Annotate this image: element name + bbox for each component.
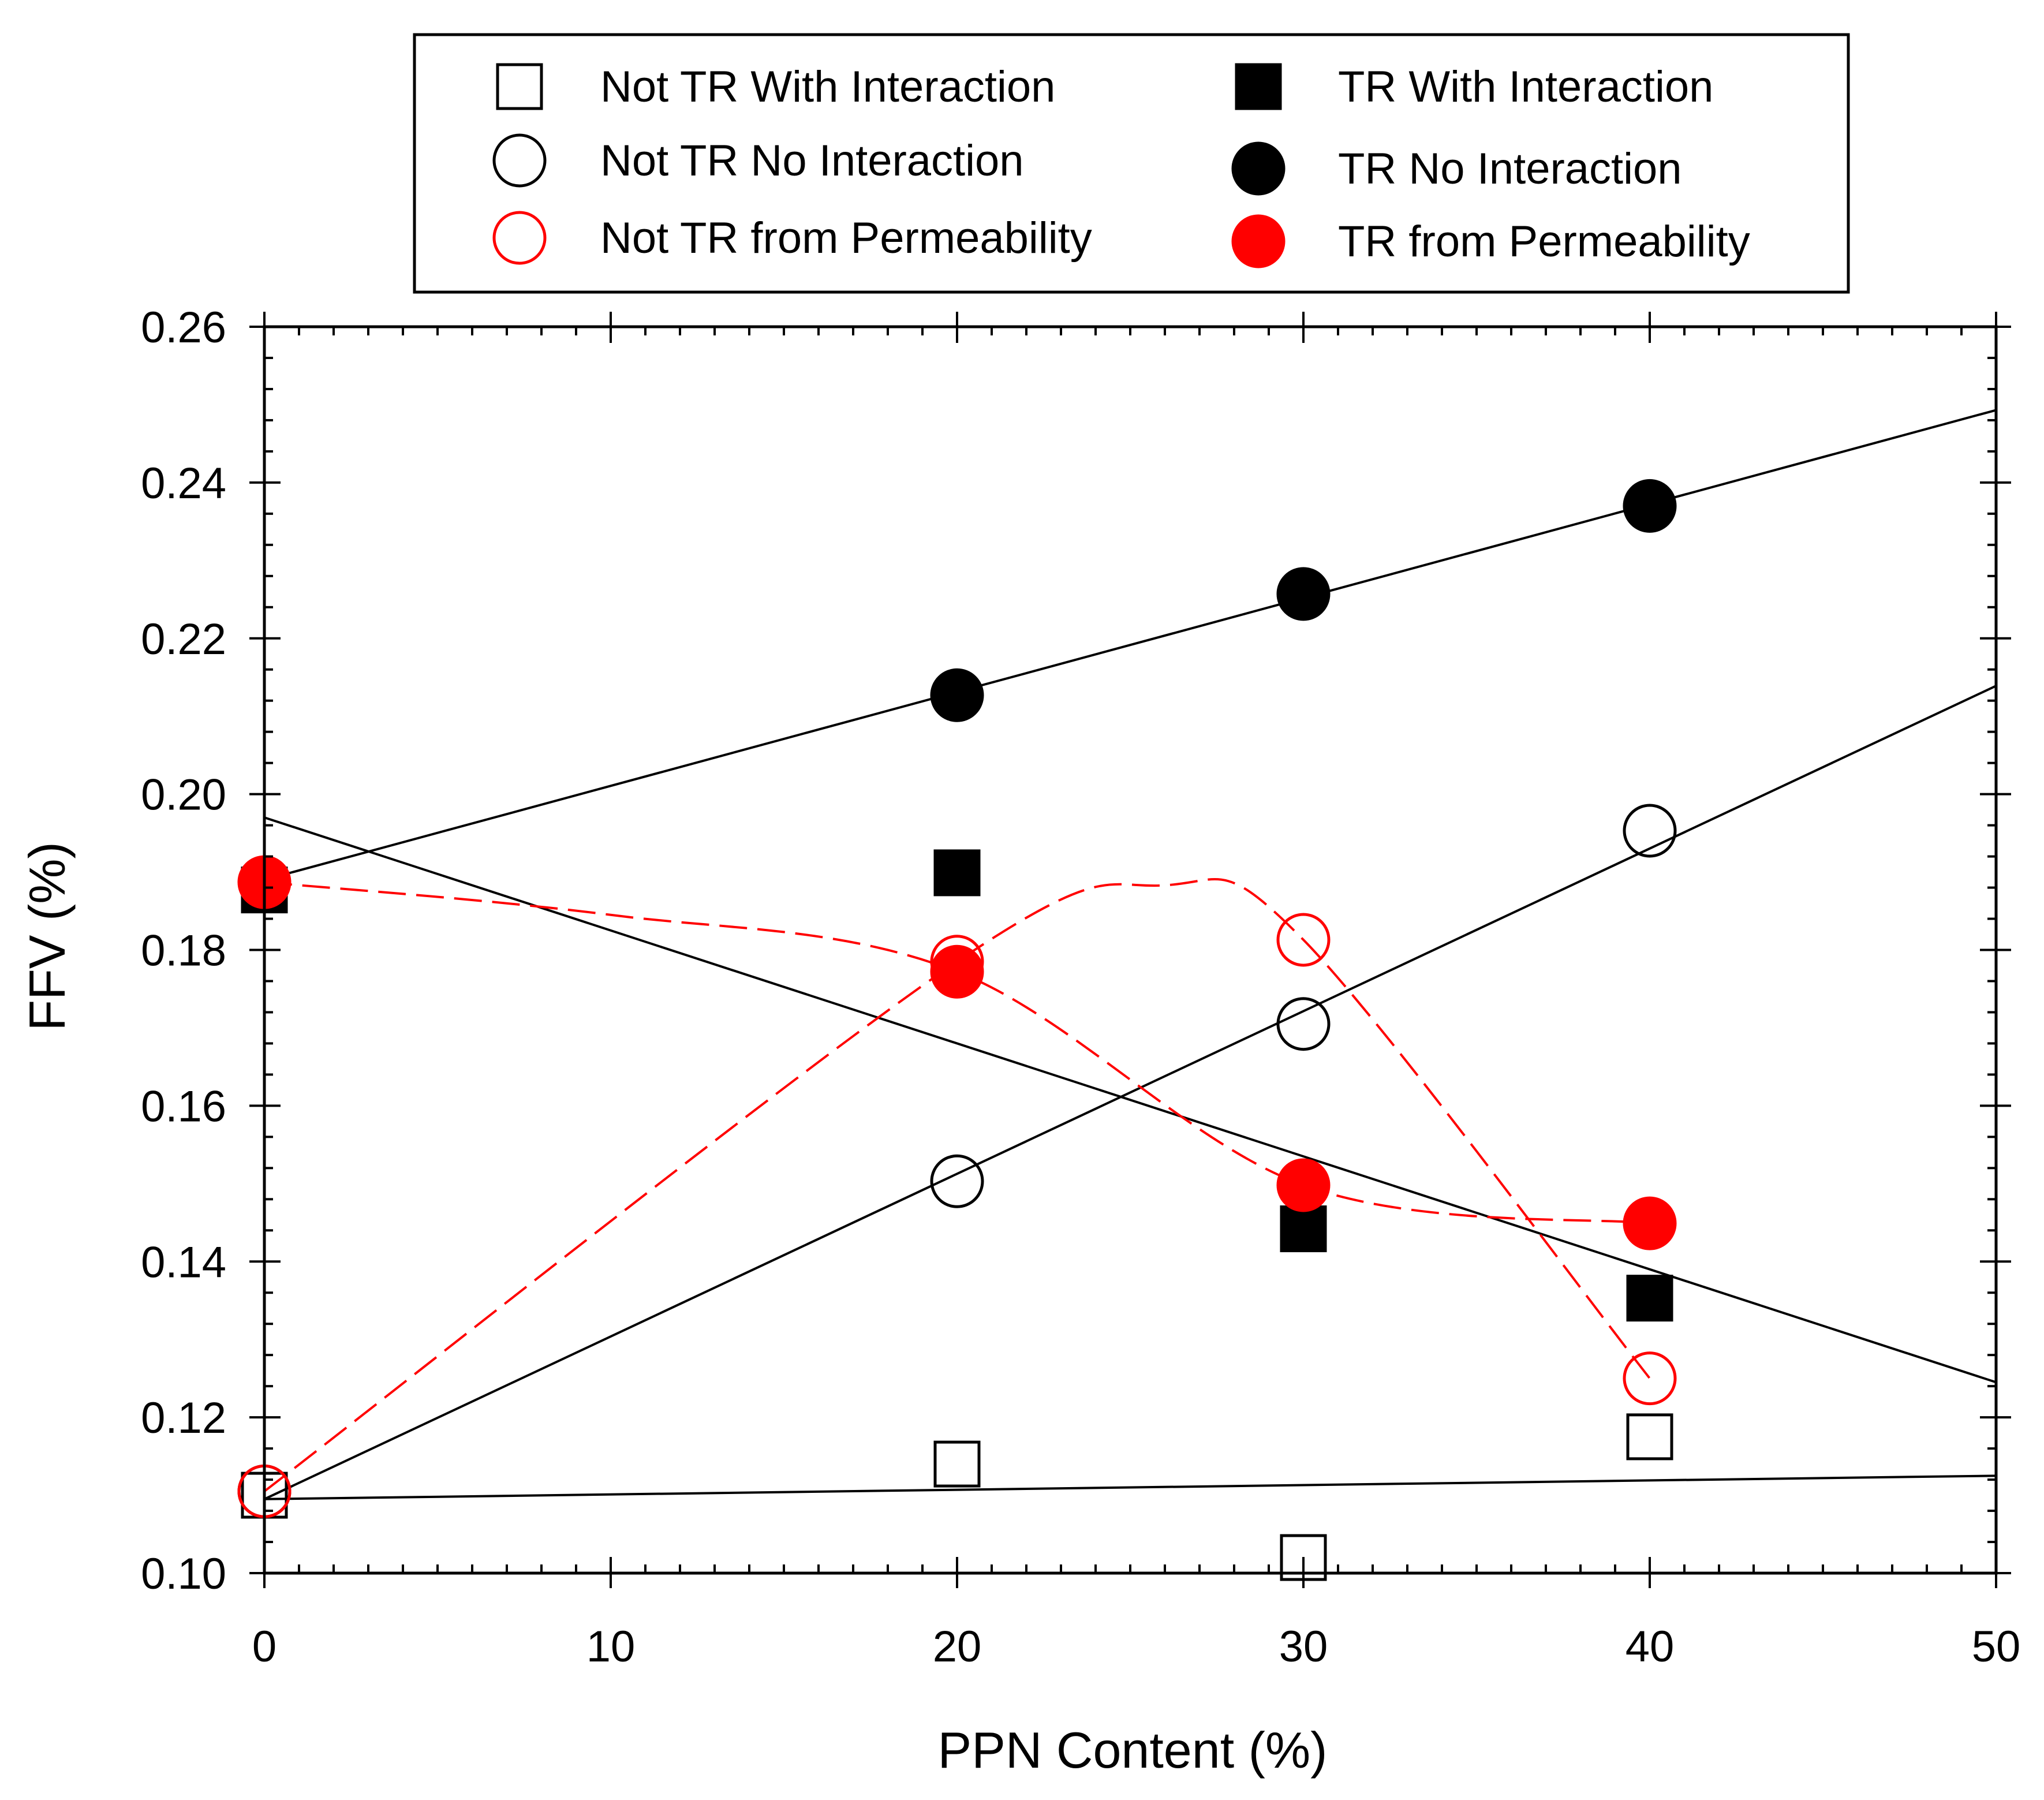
point-not-tr-no-interaction-20 xyxy=(930,1154,984,1208)
legend-marker-not-tr-from-permeability xyxy=(492,211,547,265)
point-tr-with-interaction-30 xyxy=(1280,1205,1327,1253)
point-tr-from-permeability-40 xyxy=(1623,1196,1677,1250)
legend-label-tr-from-permeability: TR from Permeability xyxy=(1338,217,1750,266)
y-tick-label: 0.12 xyxy=(141,1394,226,1443)
legend-label-not-tr-with-interaction: Not TR With Interaction xyxy=(600,62,1055,111)
legend-label-not-tr-from-permeability: Not TR from Permeability xyxy=(600,214,1092,263)
point-not-tr-with-interaction-40 xyxy=(1626,1413,1673,1461)
x-tick-label: 30 xyxy=(1279,1622,1328,1671)
fit-line-tr-no-interaction-linear-fit xyxy=(264,409,1997,881)
y-axis-label: FFV (%) xyxy=(18,842,76,1031)
point-tr-no-interaction-40 xyxy=(1623,479,1677,533)
y-tick-label: 0.24 xyxy=(141,459,226,508)
y-tick-label: 0.18 xyxy=(141,927,226,976)
plot-frame xyxy=(263,325,1998,1575)
point-not-tr-no-interaction-30 xyxy=(1276,997,1331,1051)
x-axis-label: PPN Content (%) xyxy=(938,1721,1328,1779)
point-not-tr-from-permeability-20 xyxy=(930,935,984,989)
legend-marker-not-tr-with-interaction xyxy=(496,63,543,110)
x-tick-label: 20 xyxy=(933,1622,982,1671)
point-not-tr-with-interaction-20 xyxy=(933,1440,981,1488)
legend-label-not-tr-no-interaction: Not TR No Interaction xyxy=(600,136,1024,185)
legend-box xyxy=(413,33,1850,294)
x-tick-label: 50 xyxy=(1972,1622,2021,1671)
y-tick-label: 0.22 xyxy=(141,615,226,664)
y-tick-label: 0.14 xyxy=(141,1238,226,1287)
legend-marker-tr-from-permeability xyxy=(1231,214,1286,268)
y-tick-label: 0.16 xyxy=(141,1082,226,1131)
point-tr-no-interaction-20 xyxy=(930,668,984,722)
legend-marker-tr-with-interaction xyxy=(1235,63,1282,110)
y-tick-label: 0.10 xyxy=(141,1549,226,1599)
point-not-tr-no-interaction-40 xyxy=(1623,804,1677,858)
curve-not-tr-from-permeability-curve xyxy=(263,878,1651,1492)
point-not-tr-from-permeability-30 xyxy=(1276,913,1331,967)
point-tr-with-interaction-40 xyxy=(1626,1275,1673,1322)
legend-label-tr-no-interaction: TR No Interaction xyxy=(1338,144,1682,193)
legend-marker-not-tr-no-interaction xyxy=(492,133,547,188)
point-tr-from-permeability-30 xyxy=(1276,1158,1331,1212)
data-points xyxy=(237,479,1677,1581)
x-tick-label: 0 xyxy=(252,1622,276,1671)
x-tick-label: 10 xyxy=(586,1622,636,1671)
y-tick-label: 0.20 xyxy=(141,771,226,820)
legend: Not TR With Interaction Not TR No Interac… xyxy=(413,33,1850,294)
point-tr-no-interaction-30 xyxy=(1276,567,1331,621)
point-not-tr-from-permeability-40 xyxy=(1623,1351,1677,1406)
legend-label-tr-with-interaction: TR With Interaction xyxy=(1338,62,1713,111)
fit-line-not-tr-no-interaction-linear-fit xyxy=(264,685,1997,1500)
x-tick-label: 40 xyxy=(1626,1622,1675,1671)
point-tr-with-interaction-20 xyxy=(933,849,981,897)
fit-line-tr-with-interaction-linear-fit xyxy=(264,816,1997,1384)
axes: 0 10 20 30 40 50 0.10 0.12 0.14 0.16 0.18 0.20 0.22 0… xyxy=(141,303,2020,1671)
legend-marker-tr-no-interaction xyxy=(1231,141,1286,196)
y-tick-label: 0.26 xyxy=(141,303,226,352)
fit-line-not-tr-with-interaction-linear-fit xyxy=(264,1474,1997,1500)
fit-lines xyxy=(264,409,1997,1500)
